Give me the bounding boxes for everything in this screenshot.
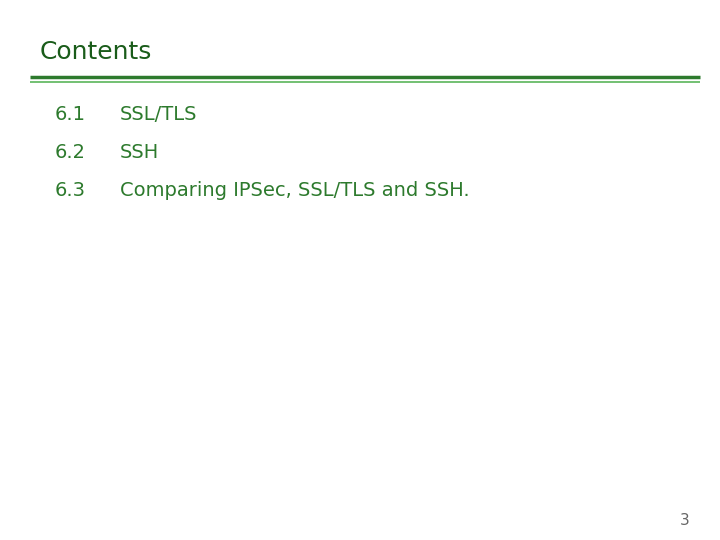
Text: Comparing IPSec, SSL/TLS and SSH.: Comparing IPSec, SSL/TLS and SSH. <box>120 181 469 200</box>
Text: 6.2: 6.2 <box>55 143 86 162</box>
Text: SSL/TLS: SSL/TLS <box>120 105 197 124</box>
Text: SSH: SSH <box>120 143 159 162</box>
Text: 6.1: 6.1 <box>55 105 86 124</box>
Text: Contents: Contents <box>40 40 153 64</box>
Text: 3: 3 <box>680 513 690 528</box>
Text: 6.3: 6.3 <box>55 181 86 200</box>
